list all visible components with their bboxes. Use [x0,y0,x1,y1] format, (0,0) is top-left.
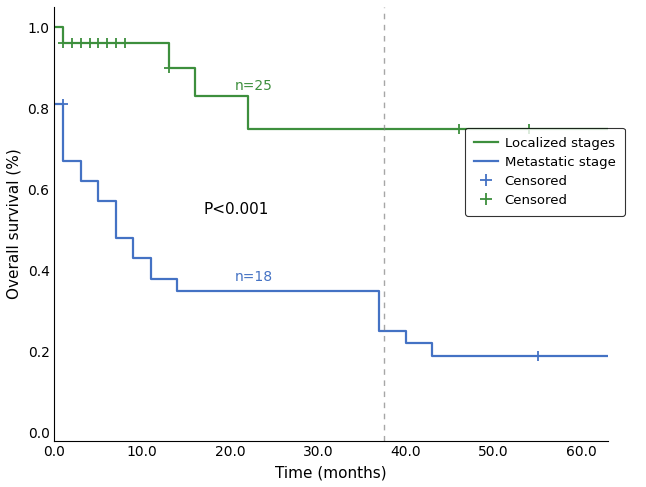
Point [120,39,130,47]
Text: P<0.001: P<0.001 [203,202,269,217]
Point [58,39,68,47]
Y-axis label: Overall survival (%): Overall survival (%) [7,149,22,299]
Point [58,100,68,108]
Point [102,39,112,47]
Legend: Localized stages, Metastatic stage, Censored, Censored: Localized stages, Metastatic stage, Cens… [465,128,625,216]
Text: n=25: n=25 [234,79,273,93]
X-axis label: Time (months): Time (months) [275,465,387,480]
Point [524,125,534,132]
Point [110,39,121,47]
Point [163,64,174,72]
Text: n=18: n=18 [234,269,273,283]
Point [93,39,103,47]
Point [85,39,95,47]
Point [76,39,86,47]
Point [453,125,464,132]
Point [532,352,543,359]
Point [67,39,77,47]
